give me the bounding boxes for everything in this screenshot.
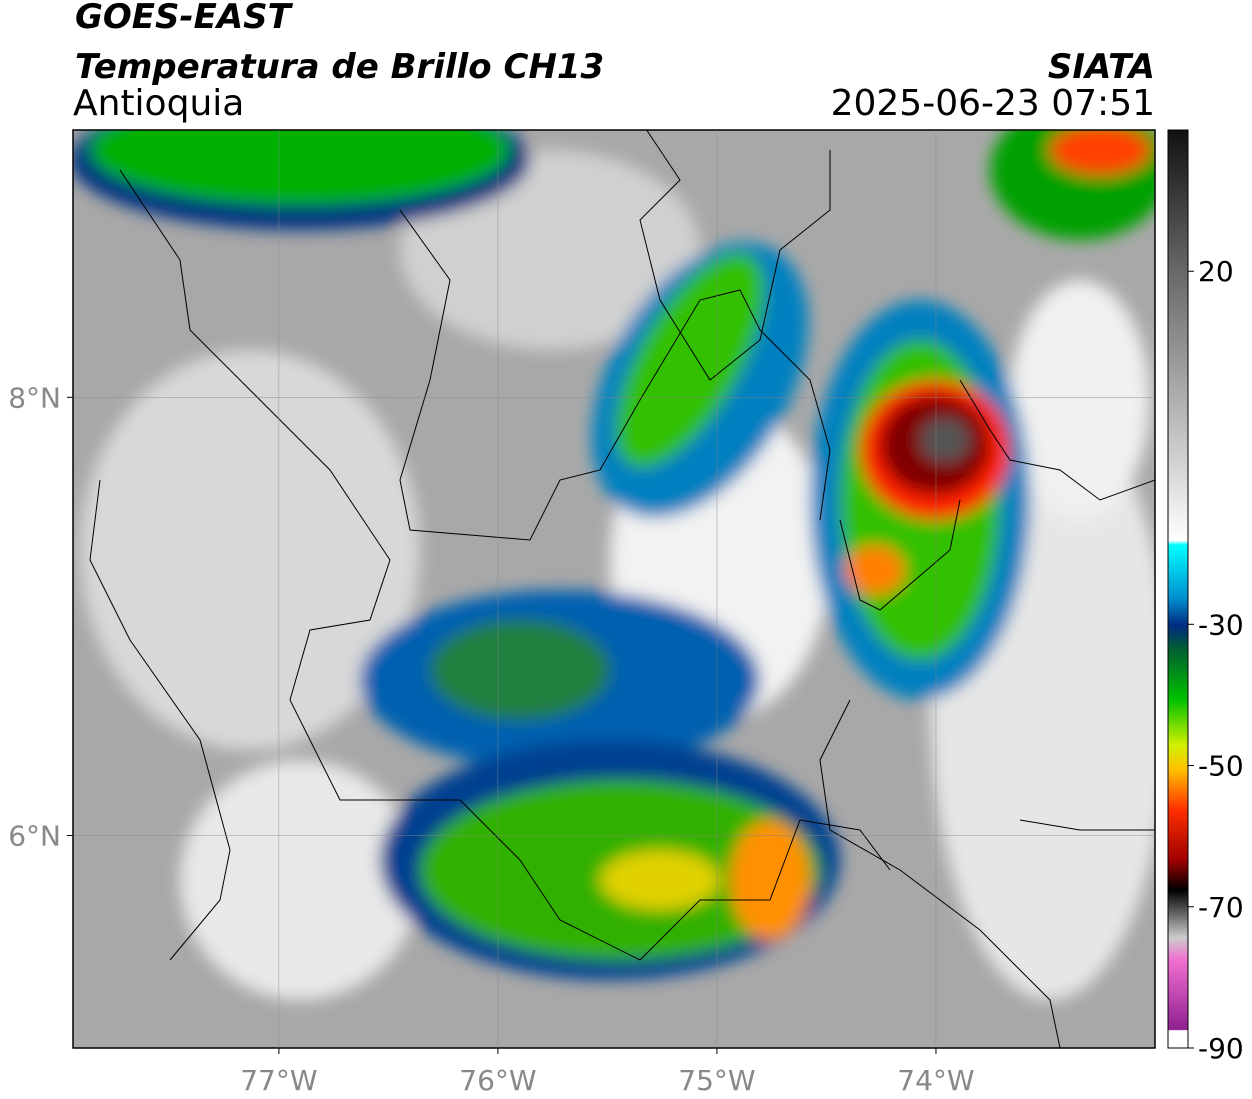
x-tick-label: 75°W	[678, 1064, 755, 1097]
cloud-field	[73, 130, 1155, 1000]
satellite-image	[73, 130, 1155, 1048]
colorbar-tick-label: -30	[1198, 608, 1244, 641]
region: Antioquia	[73, 83, 244, 124]
colorbar	[1167, 129, 1189, 1049]
satellite: GOES-EAST	[75, 0, 294, 37]
x-tick-label: 77°W	[240, 1064, 317, 1097]
colorbar-tick-label: 20	[1198, 255, 1234, 288]
product: Temperatura de Brillo CH13	[75, 47, 604, 87]
colorbar-tick-label: -90	[1198, 1032, 1244, 1065]
agency: SIATA	[1048, 47, 1155, 87]
colorbar-tick-label: -50	[1198, 750, 1244, 783]
y-tick-label: 8°N	[8, 381, 61, 414]
map-frame	[72, 129, 1156, 1049]
x-tick-label: 76°W	[459, 1064, 536, 1097]
datetime: 2025-06-23 07:51	[831, 83, 1155, 124]
borders	[89, 130, 1155, 1048]
colorbar-tick-label: -70	[1198, 891, 1244, 924]
y-tick-label: 6°N	[8, 819, 61, 852]
x-tick-label: 74°W	[897, 1064, 974, 1097]
